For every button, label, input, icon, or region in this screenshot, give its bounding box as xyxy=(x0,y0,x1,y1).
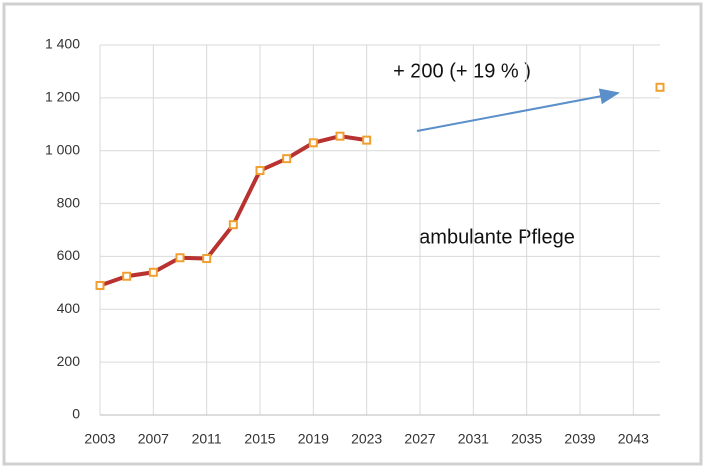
y-tick-label: 800 xyxy=(57,194,81,210)
marker xyxy=(282,154,292,164)
x-tick-label: 2027 xyxy=(404,431,435,447)
marker xyxy=(308,138,318,148)
x-tick-label: 2007 xyxy=(138,431,169,447)
y-tick-label: 0 xyxy=(72,406,80,422)
y-tick-label: 600 xyxy=(57,247,81,263)
x-tick-label: 2023 xyxy=(351,431,382,447)
marker xyxy=(362,135,372,145)
marker xyxy=(255,166,265,176)
y-tick-label: 200 xyxy=(57,353,81,369)
x-tick-label: 2043 xyxy=(618,431,649,447)
marker xyxy=(122,271,132,281)
x-tick-label: 2039 xyxy=(564,431,595,447)
x-tick-label: 2015 xyxy=(244,431,275,447)
y-tick-label: 400 xyxy=(57,300,81,316)
x-tick-label: 2019 xyxy=(298,431,329,447)
marker xyxy=(655,82,665,92)
x-tick-label: 2011 xyxy=(192,431,222,447)
marker xyxy=(335,131,345,141)
y-tick-label: 1 400 xyxy=(45,36,80,52)
x-tick-label: 2003 xyxy=(84,431,115,447)
annotation: ambulante Pflege xyxy=(419,226,575,248)
marker xyxy=(228,220,238,230)
marker xyxy=(148,267,158,277)
marker xyxy=(175,253,185,263)
annotation: + 200 (+ 19 % ) xyxy=(393,60,531,82)
x-tick-label: 2035 xyxy=(511,431,542,447)
marker xyxy=(202,254,212,264)
arrow xyxy=(416,88,620,132)
x-tick-label: 2031 xyxy=(458,431,489,447)
y-tick-label: 1 200 xyxy=(45,89,80,105)
marker xyxy=(95,281,105,290)
y-tick-label: 1 000 xyxy=(45,141,80,157)
